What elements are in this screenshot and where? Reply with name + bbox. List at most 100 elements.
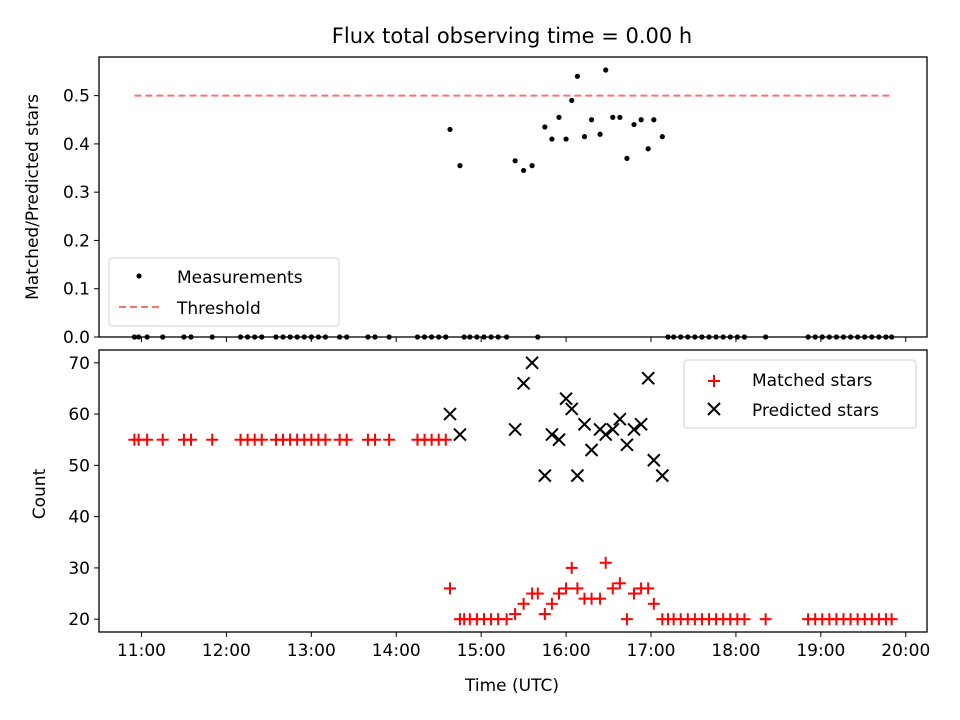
measurement-point xyxy=(617,114,623,120)
matched-star-point xyxy=(594,592,607,605)
predicted-star-point xyxy=(570,468,585,483)
predicted-x-b xyxy=(647,453,661,467)
predicted-x-b xyxy=(453,427,467,442)
legend-measurements-marker xyxy=(136,273,142,279)
predicted-x-b xyxy=(655,468,670,483)
predicted-x-b xyxy=(599,427,613,442)
predicted-x-b xyxy=(606,422,620,437)
matched-star-point xyxy=(647,597,660,610)
predicted-x-b xyxy=(641,371,655,385)
measurement-point xyxy=(610,114,616,120)
measurement-point xyxy=(529,163,535,169)
predicted-x-b xyxy=(620,438,634,452)
measurement-point xyxy=(631,121,637,128)
matched-star-point xyxy=(628,587,641,600)
predicted-x-b xyxy=(559,392,573,406)
legend-predicted-label: Predicted stars xyxy=(752,401,879,421)
matched-star-point xyxy=(606,582,619,595)
measurement-point xyxy=(624,155,630,161)
legend-threshold-label: Threshold xyxy=(176,299,261,319)
bottom-x-tick-label: 19:00 xyxy=(796,641,845,661)
bottom-axes-frame xyxy=(98,349,928,633)
predicted-x-b xyxy=(516,376,531,391)
predicted-star-point xyxy=(577,417,592,432)
top-y-tick-label: 0.5 xyxy=(63,87,90,107)
matched-star-point xyxy=(255,433,268,446)
predicted-star-point xyxy=(565,402,579,416)
bottom-legend-box xyxy=(683,359,917,429)
matched-star-point xyxy=(185,433,197,446)
bottom-x-ticks: 11:00 12:00 13:00 14:00 15:00 16:00 17:00 18:00… xyxy=(117,632,930,661)
matched-star-point xyxy=(642,582,655,595)
matched-star-point xyxy=(369,433,381,446)
measurement-point xyxy=(563,136,569,142)
predicted-star-point xyxy=(599,427,613,442)
predicted-x-b xyxy=(552,433,566,447)
predicted-x-b xyxy=(443,407,457,421)
bottom-y-tick-label: 20 xyxy=(68,610,90,630)
matched-star-point xyxy=(885,613,898,626)
predicted-star-point xyxy=(647,453,661,467)
predicted-x-b xyxy=(570,468,585,483)
predicted-star-point xyxy=(634,417,648,432)
measurement-point xyxy=(542,124,548,130)
predicted-star-point xyxy=(620,438,634,452)
measurement-point xyxy=(659,134,665,140)
top-y-ticks: 0.0 0.1 0.2 0.3 0.4 0.5 xyxy=(63,87,99,348)
matched-star-point xyxy=(340,433,353,446)
predicted-x-b xyxy=(613,412,627,426)
predicted-star-point xyxy=(606,422,620,437)
matched-star-point xyxy=(553,587,565,600)
predicted-x-b xyxy=(627,422,641,437)
top-axes-frame xyxy=(98,56,928,338)
bottom-y-tick-label: 40 xyxy=(68,508,90,528)
bottom-legend: Matched stars Predicted stars xyxy=(683,359,917,429)
predicted-star-point xyxy=(443,407,457,421)
predicted-x-b xyxy=(565,402,579,416)
matched-star-point xyxy=(531,587,544,600)
measurement-point xyxy=(457,163,463,169)
bottom-y-tick-label: 50 xyxy=(68,456,90,476)
bottom-y-axis-label: Count xyxy=(30,468,50,519)
predicted-star-point xyxy=(559,392,573,406)
bottom-x-tick-label: 15:00 xyxy=(457,641,506,661)
legend-measurements-label: Measurements xyxy=(177,268,303,288)
top-y-tick-label: 0.4 xyxy=(63,135,90,155)
measurement-point xyxy=(549,136,555,142)
measurement-point xyxy=(588,117,595,123)
matched-star-point xyxy=(444,582,457,595)
predicted-star-point xyxy=(508,422,522,437)
measurement-point xyxy=(569,97,575,104)
matched-star-point xyxy=(509,608,522,621)
legend-matched-marker xyxy=(708,375,720,387)
measurement-point xyxy=(574,73,581,79)
bottom-x-tick-label: 16:00 xyxy=(542,641,591,661)
bottom-y-tick-label: 70 xyxy=(68,354,90,374)
measurement-point xyxy=(581,134,588,140)
predicted-x-b xyxy=(538,468,552,483)
bottom-x-tick-label: 20:00 xyxy=(881,641,930,661)
top-x-ticks xyxy=(140,337,907,342)
x-axis-label: Time (UTC) xyxy=(464,676,559,696)
matched-star-point xyxy=(500,613,513,626)
bottom-x-tick-label: 18:00 xyxy=(711,641,760,661)
predicted-star-point xyxy=(453,427,467,442)
predicted-star-point xyxy=(516,376,531,391)
top-y-axis-label: Matched/Predicted stars xyxy=(23,94,43,300)
predicted-star-point xyxy=(538,468,552,483)
predicted-x-b xyxy=(525,356,539,370)
predicted-x-b xyxy=(508,422,522,437)
bottom-x-tick-label: 12:00 xyxy=(202,641,251,661)
legend-matched-label: Matched stars xyxy=(752,371,872,391)
predicted-star-point xyxy=(655,468,670,483)
matched-star-point xyxy=(517,597,530,610)
predicted-star-point xyxy=(584,443,599,457)
measurement-point xyxy=(521,167,527,174)
measurement-point xyxy=(638,117,644,123)
matched-star-point xyxy=(560,582,573,595)
top-legend-box xyxy=(108,257,340,327)
matched-star-point xyxy=(141,433,154,446)
measurement-point xyxy=(597,131,603,137)
top-y-tick-label: 0.3 xyxy=(63,183,90,203)
measurement-point xyxy=(447,126,453,133)
